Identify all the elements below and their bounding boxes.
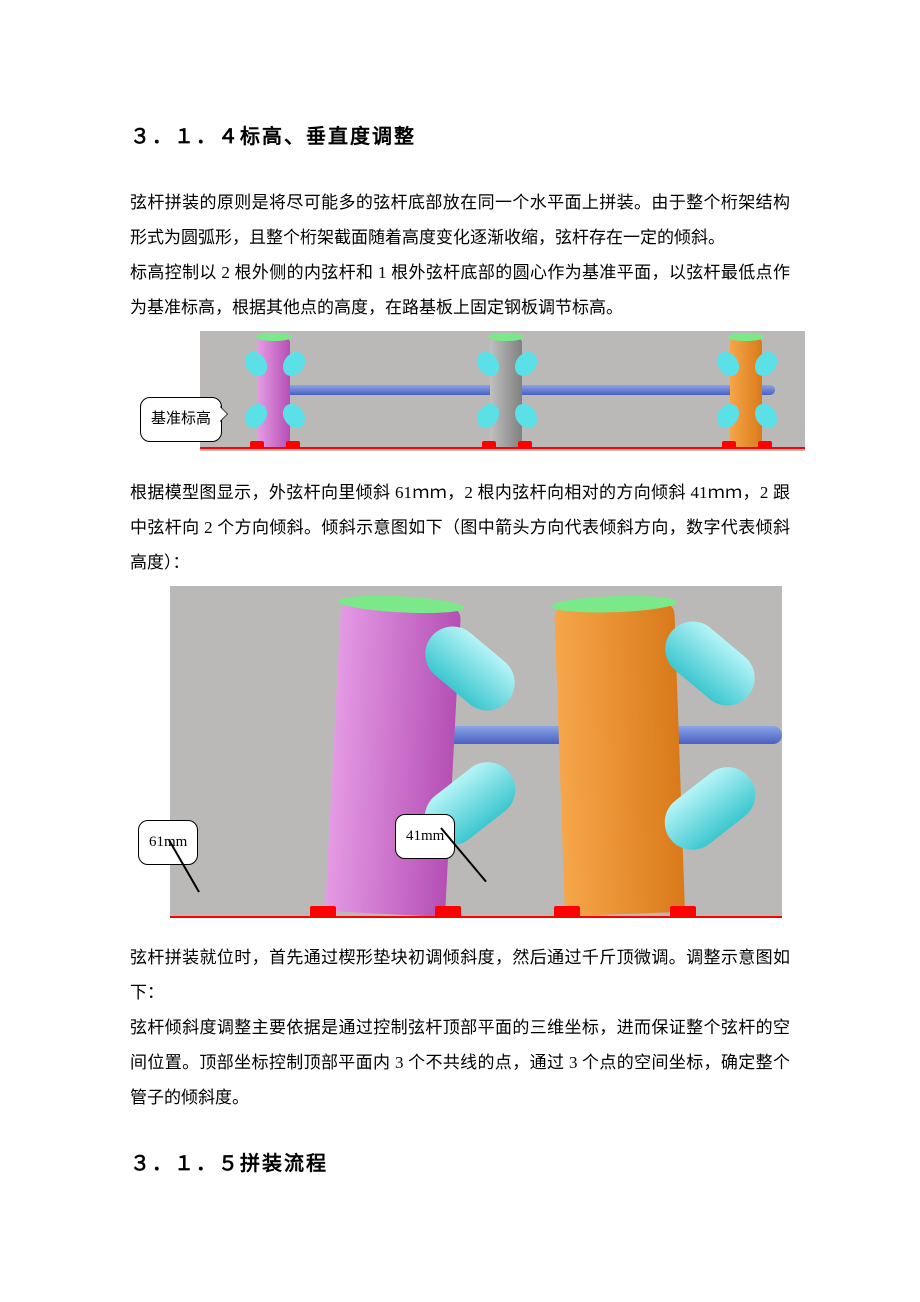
heading-3-1-4: ３．１．４标高、垂直度调整 bbox=[130, 120, 790, 155]
column-gray bbox=[490, 337, 522, 447]
horizontal-beam-right bbox=[670, 726, 782, 744]
para-2: 标高控制以 2 根外侧的内弦杆和 1 根外弦杆底部的圆心作为基准平面，以弦杆最低… bbox=[130, 255, 790, 325]
column-top-cap bbox=[256, 333, 292, 341]
callout-tilt-41mm: 41mm bbox=[395, 814, 455, 859]
column-purple bbox=[258, 337, 290, 447]
callout-tilt-61mm: 61mm bbox=[138, 820, 198, 865]
para-4: 弦杆拼装就位时，首先通过楔形垫块初调倾斜度，然后通过千斤顶微调。调整示意图如下： bbox=[130, 940, 790, 1010]
callout-reference-elevation: 基准标高 bbox=[140, 397, 222, 442]
para-1: 弦杆拼装的原则是将尽可能多的弦杆底部放在同一个水平面上拼装。由于整个桁架结构形式… bbox=[130, 185, 790, 255]
figure-tilt-diagram: 61mm 41mm bbox=[170, 586, 782, 930]
column-orange bbox=[730, 337, 762, 447]
para-3: 根据模型图显示，外弦杆向里倾斜 61ｍｍ，2 根内弦杆向相对的方向倾斜 41ｍｍ… bbox=[130, 475, 790, 580]
figure-elevation-reference: 基准标高 bbox=[200, 331, 805, 467]
floor-white bbox=[200, 451, 805, 467]
floor-white bbox=[170, 918, 782, 930]
para-5: 弦杆倾斜度调整主要依据是通过控制弦杆顶部平面的三维坐标，进而保证整个弦杆的空间位… bbox=[130, 1010, 790, 1115]
column-top-cap bbox=[551, 594, 677, 614]
reference-ground-line bbox=[200, 447, 805, 449]
column-top-cap bbox=[728, 333, 764, 341]
column-top-cap bbox=[488, 333, 524, 341]
heading-3-1-5: ３．１．５拼装流程 bbox=[130, 1147, 790, 1182]
column-top-cap bbox=[338, 593, 465, 616]
